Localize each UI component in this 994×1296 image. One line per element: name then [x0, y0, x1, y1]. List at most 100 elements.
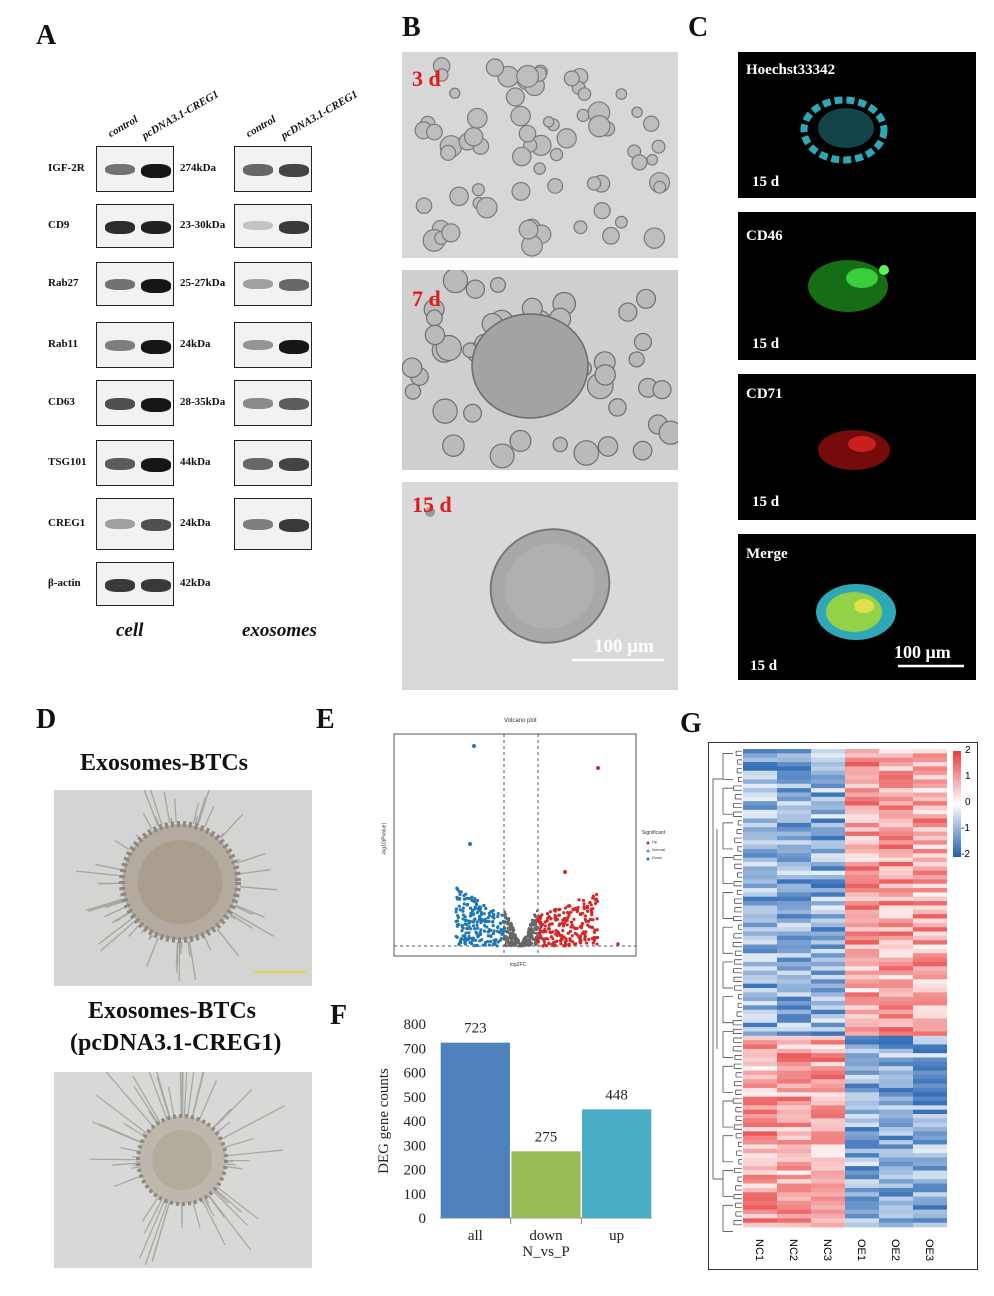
- blot-cell: [96, 440, 174, 486]
- blot-weight-label: 24kDa: [180, 517, 211, 529]
- hoechst-signal: [800, 96, 888, 164]
- blot-exosome: [234, 380, 312, 426]
- spheroid-exosomes-image: [75, 790, 306, 982]
- blot-protein-label: β-actin: [48, 577, 81, 589]
- heatmap-legend-1: 1: [965, 771, 971, 782]
- heatmap-svg: [712, 749, 961, 1232]
- blot-protein-label: CD9: [48, 219, 70, 231]
- heatmap-legend-minus1: -1: [961, 823, 970, 834]
- panel-letter-c: C: [688, 12, 709, 43]
- blot-band: [279, 221, 309, 234]
- panel-letter-f: F: [330, 1000, 348, 1031]
- x-axis-label: N_vs_P: [522, 1244, 570, 1260]
- panel-d-title-2-line-1: Exosomes-BTCs: [88, 998, 257, 1024]
- cells-7d-image: [402, 270, 678, 469]
- fluorescence-cd46: CD46 15 d: [738, 212, 976, 360]
- blot-caption-cell: cell: [116, 620, 144, 641]
- channel-label-cd71: CD71: [746, 386, 783, 402]
- heatmap-sample-label: OE3: [923, 1239, 935, 1262]
- time-label-hoechst: 15 d: [752, 174, 780, 190]
- x-tick-label-up: up: [609, 1228, 624, 1244]
- y-tick-label: 500: [404, 1090, 427, 1106]
- time-label-7d: 7 d: [412, 286, 441, 311]
- bar-down: [511, 1151, 581, 1218]
- heatmap-sample-label: NC3: [821, 1239, 833, 1262]
- time-label-merge: 15 d: [750, 658, 778, 674]
- blot-weight-label: 24kDa: [180, 338, 211, 350]
- blot-exosome: [234, 498, 312, 550]
- blot-header-cell-control: control: [106, 113, 141, 140]
- spheroid-creg1-image: [89, 1072, 286, 1266]
- panel-letter-d: D: [36, 704, 57, 735]
- heatmap-sample-label: OE1: [855, 1239, 867, 1262]
- blot-band: [105, 164, 135, 176]
- blot-band: [105, 279, 135, 291]
- blot-exosome: [234, 146, 312, 192]
- volcano-ylabel: -log10(Pvalue): [381, 822, 388, 856]
- data-label-all: 723: [464, 1021, 487, 1037]
- blot-header-exo-creg1: pcDNA3.1-CREG1: [279, 88, 360, 142]
- micrograph-exosomes-btcs: [54, 790, 312, 986]
- merge-signal: [816, 584, 964, 668]
- x-tick-label-all: all: [468, 1228, 483, 1244]
- blot-band: [141, 519, 171, 532]
- blot-cell: [96, 146, 174, 192]
- blot-band: [141, 221, 171, 235]
- spheroid-15d-image: [425, 507, 664, 662]
- heatmap-legend-0: 0: [965, 797, 971, 808]
- y-tick-label: 600: [404, 1066, 427, 1082]
- volcano-plot-svg: [393, 733, 650, 957]
- blot-band: [243, 164, 273, 176]
- blot-band: [105, 519, 135, 530]
- time-label-cd46: 15 d: [752, 336, 780, 352]
- blot-cell: [96, 562, 174, 606]
- blot-band: [105, 340, 135, 351]
- blot-header-cell-creg1: pcDNA3.1-CREG1: [140, 88, 221, 142]
- panel-letter-e: E: [316, 704, 335, 735]
- panel-letter-b: B: [402, 12, 421, 43]
- scalebar-label-b: 100 μm: [594, 636, 654, 657]
- blot-band: [279, 398, 309, 410]
- volcano-legend-normal: Normal: [652, 847, 665, 852]
- x-tick-label-down: down: [529, 1228, 563, 1244]
- blot-band: [141, 340, 171, 354]
- y-tick-label: 0: [419, 1211, 427, 1227]
- blot-weight-label: 25-27kDa: [180, 277, 226, 289]
- deg-bar-chart: 0 100 200 300 400 500 600 700 800 DEG gene counts…: [376, 1017, 652, 1260]
- volcano-legend-up: Up: [652, 839, 658, 844]
- fluorescence-hoechst: Hoechst33342 15 d: [738, 52, 976, 198]
- y-tick-label: 200: [404, 1163, 427, 1179]
- channel-label-cd46: CD46: [746, 228, 783, 244]
- blot-band: [279, 519, 309, 532]
- heatmap-legend-2: 2: [965, 745, 971, 756]
- blot-cell: [96, 262, 174, 306]
- volcano-xlabel: log2FC: [510, 962, 527, 968]
- micrograph-exosomes-btcs-creg1: [54, 1072, 312, 1268]
- blot-protein-label: CD63: [48, 396, 75, 408]
- blot-protein-label: IGF-2R: [48, 162, 85, 174]
- blot-band: [243, 519, 273, 530]
- bar-all: [440, 1042, 510, 1218]
- blot-band: [105, 458, 135, 470]
- blot-cell: [96, 204, 174, 248]
- time-label-3d: 3 d: [412, 66, 441, 91]
- blot-band: [141, 579, 171, 592]
- blot-cell: [96, 380, 174, 426]
- blot-exosome: [234, 262, 312, 306]
- cd46-signal: [808, 260, 889, 312]
- fluorescence-merge: Merge 15 d 100 μm: [738, 534, 976, 680]
- volcano-legend-title: Significant: [642, 830, 666, 836]
- blot-weight-label: 23-30kDa: [180, 219, 226, 231]
- heatmap-sample-label: NC1: [753, 1239, 765, 1262]
- blot-exosome: [234, 322, 312, 368]
- blot-protein-label: Rab27: [48, 277, 79, 289]
- volcano-title: Volcano plot: [504, 718, 537, 724]
- blot-band: [141, 398, 171, 412]
- y-axis-label: DEG gene counts: [376, 1068, 392, 1174]
- blot-cell: [96, 322, 174, 368]
- panel-letter-a: A: [36, 20, 57, 51]
- blot-header-exo-control: control: [244, 113, 279, 140]
- channel-label-hoechst: Hoechst33342: [746, 62, 836, 78]
- blot-band: [243, 279, 273, 290]
- panel-d-title-1: Exosomes-BTCs: [80, 750, 249, 776]
